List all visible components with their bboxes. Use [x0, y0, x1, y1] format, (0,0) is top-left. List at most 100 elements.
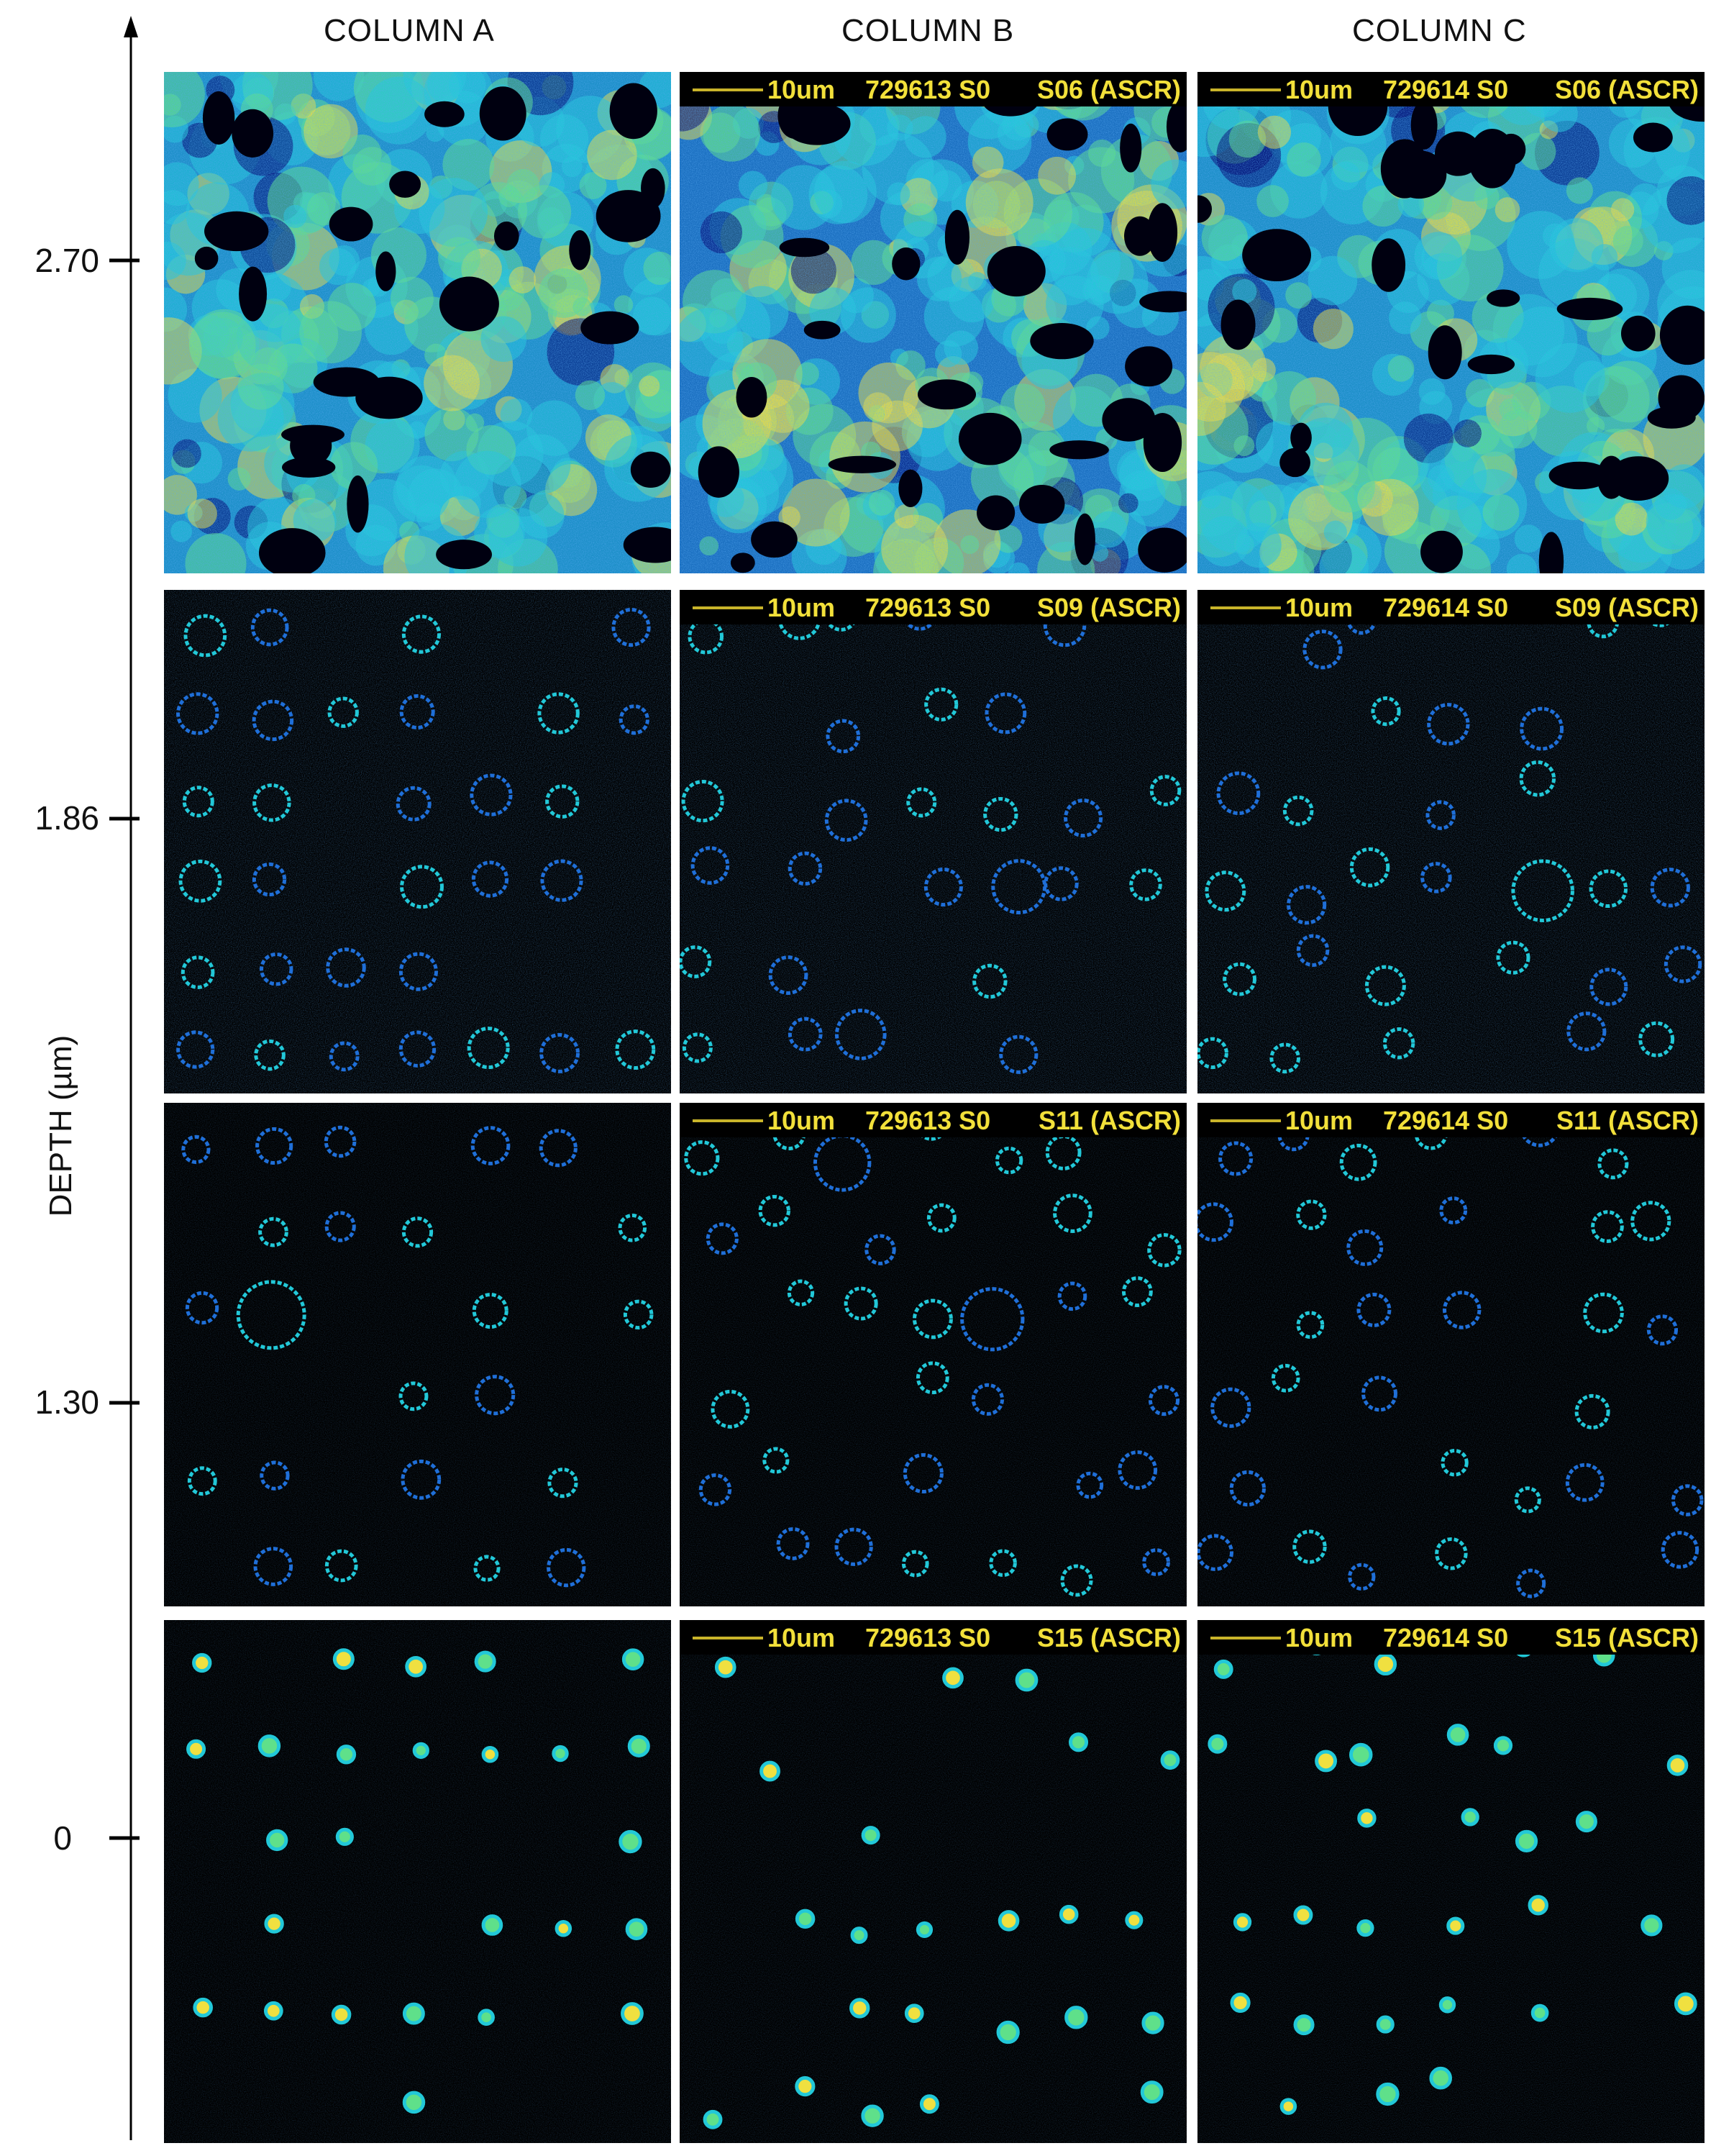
depth-label-1-86: 1.86 — [35, 799, 99, 837]
particle-dot — [996, 2020, 1020, 2044]
particle-ring — [924, 687, 959, 722]
slice-label: S06 (ASCR) — [1554, 75, 1699, 104]
scale-bar — [1210, 1637, 1281, 1639]
depth-label-2-70: 2.70 — [35, 242, 99, 279]
particle-ring — [1205, 870, 1246, 912]
particle-ring — [901, 1550, 929, 1578]
particle-ring — [545, 784, 580, 819]
particle-ring — [1361, 1375, 1397, 1412]
particle-ring — [1435, 1537, 1468, 1570]
particle-ring — [926, 1203, 957, 1233]
particle-ring — [864, 1234, 896, 1265]
particle-ring — [768, 955, 808, 995]
particle-dot — [1293, 2014, 1315, 2036]
particle-ring — [1496, 940, 1530, 975]
particle-dot — [257, 1734, 281, 1757]
particle-dot — [481, 1745, 499, 1763]
particle-ring — [398, 1381, 429, 1411]
particle-dot — [1141, 2011, 1164, 2034]
particle-ring — [916, 1361, 949, 1395]
sample-label: 729614 S0 — [1383, 1106, 1509, 1135]
particle-ring — [1121, 1276, 1153, 1307]
particle-ring — [826, 719, 861, 754]
particle-dot — [402, 2091, 426, 2114]
particle-ring — [547, 1547, 586, 1588]
particle-ring — [182, 786, 214, 818]
particle-ring — [396, 786, 432, 822]
micrograph-image — [164, 72, 671, 573]
column-a-header: COLUMN A — [324, 13, 495, 48]
particle-ring — [1197, 1037, 1228, 1070]
particle-ring — [1349, 847, 1390, 888]
particle-ring — [1302, 629, 1343, 670]
depth-axis-arrow — [124, 16, 138, 37]
particle-ring — [623, 1299, 654, 1330]
particle-ring — [399, 693, 435, 730]
micrograph-panel — [164, 1103, 671, 1606]
scale-bar — [693, 88, 763, 91]
scale-bar-strip: 10um 729613 S0 S09 (ASCR) — [680, 590, 1187, 624]
particle-ring — [475, 1375, 516, 1416]
particle-ring — [398, 952, 438, 991]
particle-dot — [186, 1739, 206, 1759]
slice-label: S06 (ASCR) — [1036, 75, 1181, 104]
particle-ring — [255, 1127, 293, 1165]
particle-ring — [960, 1287, 1025, 1352]
particle-ring — [912, 1298, 953, 1339]
particle-ring — [471, 860, 509, 898]
particle-ring — [254, 1039, 286, 1071]
particle-dot — [795, 2076, 816, 2097]
particle-dot — [1674, 1992, 1697, 2016]
particle-ring — [985, 692, 1027, 734]
particle-ring — [539, 1033, 580, 1073]
particle-ring — [611, 607, 651, 647]
micrograph-image — [680, 1103, 1187, 1606]
micrograph-panel: 10um 729614 S0 S06 (ASCR) — [1197, 72, 1705, 573]
particle-ring — [903, 1452, 944, 1494]
particle-ring — [324, 1125, 357, 1158]
particle-ring — [787, 1279, 815, 1306]
particle-dot — [1208, 1734, 1228, 1754]
sample-label: 729613 S0 — [865, 593, 991, 622]
depth-axis — [109, 16, 140, 2140]
particle-ring — [1565, 1463, 1605, 1502]
particle-ring — [1076, 1471, 1104, 1499]
particle-ring — [1511, 859, 1574, 922]
scale-bar-strip: 10um 729613 S0 S06 (ASCR) — [680, 72, 1187, 106]
particle-ring — [690, 846, 730, 885]
particle-ring — [253, 1547, 293, 1586]
particle-ring — [473, 1555, 501, 1582]
particle-ring — [326, 947, 366, 988]
particle-ring — [682, 1032, 713, 1063]
particle-dot — [759, 1760, 780, 1782]
scale-bar-label: 10um — [767, 593, 836, 622]
particle-ring — [615, 1029, 656, 1070]
depth-label-0: 0 — [53, 1819, 72, 1857]
particle-dot — [619, 1829, 642, 1854]
particle-ring — [1664, 945, 1702, 983]
particle-ring — [1045, 1134, 1082, 1170]
particle-dot — [1376, 2015, 1395, 2034]
particle-dot — [1140, 2080, 1164, 2104]
particle-ring — [1218, 1141, 1254, 1176]
particle-ring — [400, 865, 444, 909]
particle-ring — [813, 1134, 872, 1192]
particle-dot — [998, 1910, 1020, 1932]
particle-ring — [467, 1027, 510, 1070]
scale-bar-label: 10um — [1285, 1106, 1354, 1135]
depth-label-1-30: 1.30 — [35, 1383, 99, 1421]
particle-dot — [1374, 1652, 1397, 1676]
particle-ring — [762, 1447, 790, 1474]
particle-ring — [398, 1030, 437, 1068]
particle-ring — [472, 1293, 508, 1329]
particle-ring — [1287, 885, 1327, 925]
particle-ring — [250, 608, 289, 647]
particle-ring — [1229, 1470, 1266, 1507]
micrograph-image — [1197, 1103, 1705, 1606]
particle-ring — [1516, 1568, 1546, 1598]
particle-ring — [1442, 1291, 1482, 1329]
particle-dot — [1349, 1742, 1373, 1767]
particle-dot — [1213, 1659, 1233, 1679]
particle-ring — [1589, 869, 1628, 909]
